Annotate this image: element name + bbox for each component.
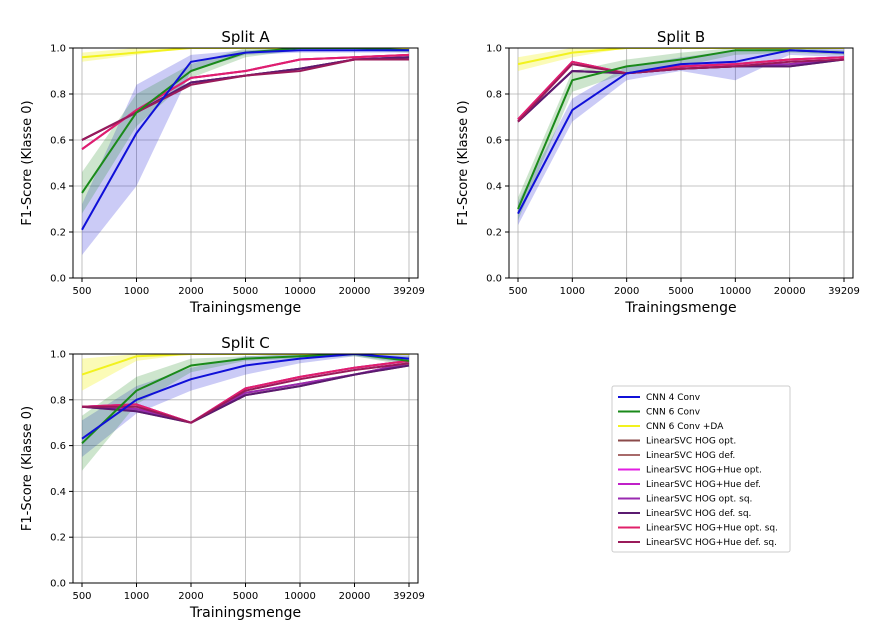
plot-data <box>517 48 845 226</box>
legend-item: LinearSVC HOG opt. <box>618 437 736 447</box>
band-cnn-6-conv <box>82 48 409 214</box>
x-tick-label: 1000 <box>560 286 585 297</box>
x-tick-label: 39209 <box>393 591 425 602</box>
chart-title: Split C <box>221 334 270 352</box>
series-line-linearsvc-hog-hue-opt-sq- <box>81 53 410 151</box>
legend: CNN 4 Conv CNN 6 Conv CNN 6 Conv +DA Linear… <box>611 385 791 553</box>
x-axis-label: Trainingsmenge <box>189 605 301 621</box>
series-line-linearsvc-hog-hue-opt-sq- <box>81 359 410 424</box>
legend-label: LinearSVC HOG+Hue def. sq. <box>646 538 777 548</box>
chart-3: 0.0 0.2 0.4 0.6 0.8 1.0 500 1000 2000 5000 10000 20… <box>20 334 425 621</box>
series-line-cnn-6-conv <box>81 354 410 445</box>
x-tick-label: 2000 <box>178 591 203 602</box>
x-tick-label: 500 <box>508 286 527 297</box>
legend-label: LinearSVC HOG+Hue opt. sq. <box>646 524 778 534</box>
series-line-cnn-6-conv-da <box>81 48 409 59</box>
legend-label: LinearSVC HOG opt. <box>646 437 736 447</box>
x-tick-label: 10000 <box>719 286 751 297</box>
legend-frame <box>611 385 791 553</box>
series-line-cnn-4-conv <box>81 354 410 440</box>
series-line-cnn-4-conv <box>517 49 845 215</box>
band-cnn-4-conv <box>82 48 409 255</box>
y-axis-label: F1-Score (Klasse 0) <box>20 100 35 225</box>
x-tick-label: 5000 <box>233 591 258 602</box>
legend-item: CNN 6 Conv <box>618 408 701 418</box>
plot-data <box>81 354 410 471</box>
y-axis-label: F1-Score (Klasse 0) <box>20 406 35 531</box>
chart-title: Split B <box>657 28 705 46</box>
y-tick-label: 0.4 <box>50 487 66 498</box>
x-tick-label: 39209 <box>828 286 860 297</box>
series-line-cnn-4-conv <box>81 49 409 231</box>
legend-item: LinearSVC HOG def. sq. <box>618 509 751 519</box>
x-tick-label: 500 <box>72 591 91 602</box>
x-tick-label: 10000 <box>284 286 316 297</box>
x-tick-label: 10000 <box>284 591 316 602</box>
legend-item: LinearSVC HOG opt. sq. <box>618 495 752 505</box>
legend-label: CNN 6 Conv <box>646 408 701 418</box>
series-line-linearsvc-hog-def-sq- <box>81 364 410 424</box>
y-tick-label: 0.0 <box>50 579 66 590</box>
legend-item: LinearSVC HOG+Hue def. sq. <box>618 538 777 548</box>
y-tick-label: 0.6 <box>486 136 502 147</box>
x-tick-label: 5000 <box>668 286 693 297</box>
band-cnn-6-conv-da <box>82 354 409 391</box>
x-tick-label: 2000 <box>178 286 203 297</box>
chart-1: 0.0 0.2 0.4 0.6 0.8 1.0 500 1000 2000 5000 10000 20… <box>20 28 425 316</box>
x-axis-label: Trainingsmenge <box>189 300 301 316</box>
x-tick-label: 20000 <box>339 591 371 602</box>
band-cnn-4-conv <box>82 354 409 457</box>
series-line-linearsvc-hog-hue-opt-sq- <box>517 56 845 120</box>
legend-item: LinearSVC HOG+Hue opt. sq. <box>618 524 778 534</box>
y-tick-label: 1.0 <box>50 44 66 55</box>
y-tick-label: 0.4 <box>50 182 66 193</box>
band-cnn-6-conv-da <box>82 48 409 62</box>
x-axis-label: Trainingsmenge <box>624 300 736 316</box>
y-tick-label: 0.2 <box>50 533 66 544</box>
legend-item: CNN 4 Conv <box>618 393 701 403</box>
y-tick-label: 0.8 <box>486 90 502 101</box>
series-line-cnn-6-conv-da <box>517 48 844 66</box>
legend-label: LinearSVC HOG+Hue opt. <box>646 466 762 476</box>
chart-title: Split A <box>221 28 270 46</box>
y-tick-label: 0.8 <box>50 90 66 101</box>
x-tick-label: 20000 <box>339 286 371 297</box>
x-tick-label: 5000 <box>233 286 258 297</box>
x-tick-label: 1000 <box>124 286 149 297</box>
legend-label: CNN 6 Conv +DA <box>646 422 724 432</box>
series-line-linearsvc-hog-hue-def-sq- <box>82 362 410 424</box>
x-tick-label: 500 <box>72 286 91 297</box>
plot-data <box>81 48 410 255</box>
y-tick-label: 0.0 <box>50 274 66 285</box>
band-cnn-6-conv <box>82 354 409 471</box>
x-tick-label: 39209 <box>393 286 425 297</box>
y-tick-label: 0.8 <box>50 395 66 406</box>
y-tick-label: 0.4 <box>486 182 502 193</box>
y-tick-label: 0.2 <box>50 228 66 239</box>
y-axis-label: F1-Score (Klasse 0) <box>456 100 471 225</box>
legend-item: LinearSVC HOG+Hue opt. <box>618 466 762 476</box>
legend-item: CNN 6 Conv +DA <box>618 422 724 432</box>
legend-label: CNN 4 Conv <box>646 393 701 403</box>
legend-item: LinearSVC HOG+Hue def. <box>618 480 761 490</box>
legend-label: LinearSVC HOG+Hue def. <box>646 480 761 490</box>
legend-item: LinearSVC HOG def. <box>618 451 735 461</box>
legend-label: LinearSVC HOG def. <box>646 451 735 461</box>
y-tick-label: 0.2 <box>486 228 502 239</box>
legend-label: LinearSVC HOG opt. sq. <box>646 495 752 505</box>
series-line-linearsvc-hog-hue-def-sq- <box>517 58 845 123</box>
y-tick-label: 0.6 <box>50 136 66 147</box>
y-tick-label: 0.6 <box>50 441 66 452</box>
y-tick-label: 1.0 <box>50 350 66 361</box>
legend-label: LinearSVC HOG def. sq. <box>646 509 751 519</box>
y-tick-label: 0.0 <box>486 274 502 285</box>
x-tick-label: 20000 <box>774 286 806 297</box>
series-line-cnn-6-conv-da <box>81 354 409 376</box>
x-tick-label: 1000 <box>124 591 149 602</box>
x-tick-label: 2000 <box>614 286 639 297</box>
y-tick-label: 1.0 <box>486 44 502 55</box>
chart-2: 0.0 0.2 0.4 0.6 0.8 1.0 500 1000 2000 5000 10000 20… <box>456 28 860 316</box>
